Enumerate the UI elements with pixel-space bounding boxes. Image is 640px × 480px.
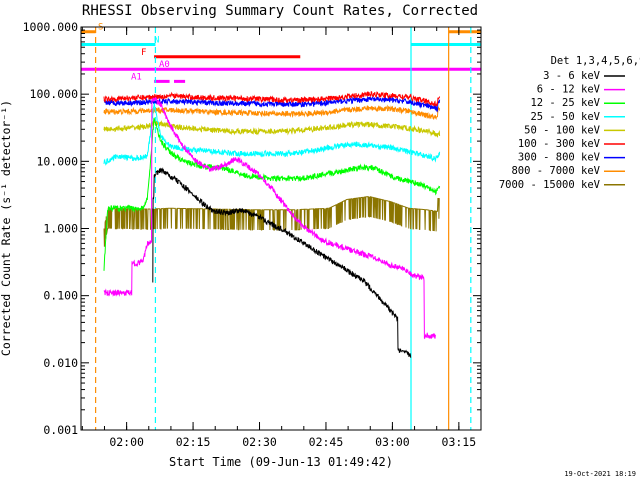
series-line-6-12-kev [103, 96, 436, 340]
y-axis-label: Corrected Count Rate (s⁻¹ detector⁻¹) [0, 100, 13, 356]
y-tick-label: 0.100 [43, 289, 78, 303]
chart-title: RHESSI Observing Summary Count Rates, Co… [82, 3, 478, 19]
legend-label-12-25-kev: 12 - 25 keV [530, 97, 600, 109]
flag-label-a1: A1 [131, 72, 142, 82]
x-tick-label: 02:45 [309, 435, 344, 449]
flag-label-s: S [98, 23, 103, 33]
legend-label-25-50-kev: 25 - 50 keV [530, 111, 600, 123]
series-line-800-7000-kev [103, 104, 441, 121]
series-line-50-100-kev [103, 120, 441, 138]
series-line-7000-15000-kev [103, 196, 440, 247]
y-tick-label: 100.000 [30, 87, 79, 101]
flag-layer: S NF A0 A1 [81, 23, 481, 83]
y-tick-label: 0.010 [43, 356, 78, 370]
series-line-12-25-kev [103, 117, 441, 271]
legend-label-300-800-kev: 300 - 800 keV [518, 152, 601, 164]
flag-label-n: N [154, 35, 159, 45]
legend-title: Det 1,3,4,5,6,9 [551, 55, 640, 67]
y-tick-label: 10.000 [36, 154, 78, 168]
legend-label-3-6-kev: 3 - 6 keV [543, 70, 601, 82]
x-tick-label: 02:00 [109, 435, 144, 449]
series-line-3-6-kev [152, 167, 412, 358]
legend-label-50-100-kev: 50 - 100 keV [524, 124, 601, 136]
series-line-25-50-kev [103, 103, 441, 166]
x-tick-label: 03:00 [375, 435, 410, 449]
y-tick-label: 0.001 [43, 423, 78, 437]
x-tick-label: 02:15 [176, 435, 211, 449]
legend-label-800-7000-kev: 800 - 7000 keV [511, 165, 600, 177]
legend-label-6-12-kev: 6 - 12 keV [537, 84, 601, 96]
flag-label-f: F [141, 48, 146, 58]
x-axis-label: Start Time (09-Jun-13 01:49:42) [169, 455, 393, 469]
timestamp: 19-Oct-2021 18:19 [564, 470, 636, 478]
y-tick-label: 1000.000 [23, 20, 78, 34]
series-layer [103, 90, 441, 358]
x-tick-label: 02:30 [242, 435, 277, 449]
y-axis-ticks: 0.001 0.010 0.100 1.000 10.000 100.000 1000.00… [23, 20, 481, 437]
series-line-100-300-kev [103, 90, 441, 107]
legend-label-100-300-kev: 100 - 300 keV [518, 138, 601, 150]
flag-label-a0: A0 [159, 60, 170, 70]
x-axis-ticks: 02:00 02:15 02:30 02:45 03:00 03:15 [81, 27, 482, 449]
x-tick-label: 03:15 [442, 435, 477, 449]
legend-label-7000-15000-kev: 7000 - 15000 keV [499, 179, 601, 191]
y-tick-label: 1.000 [43, 222, 78, 236]
